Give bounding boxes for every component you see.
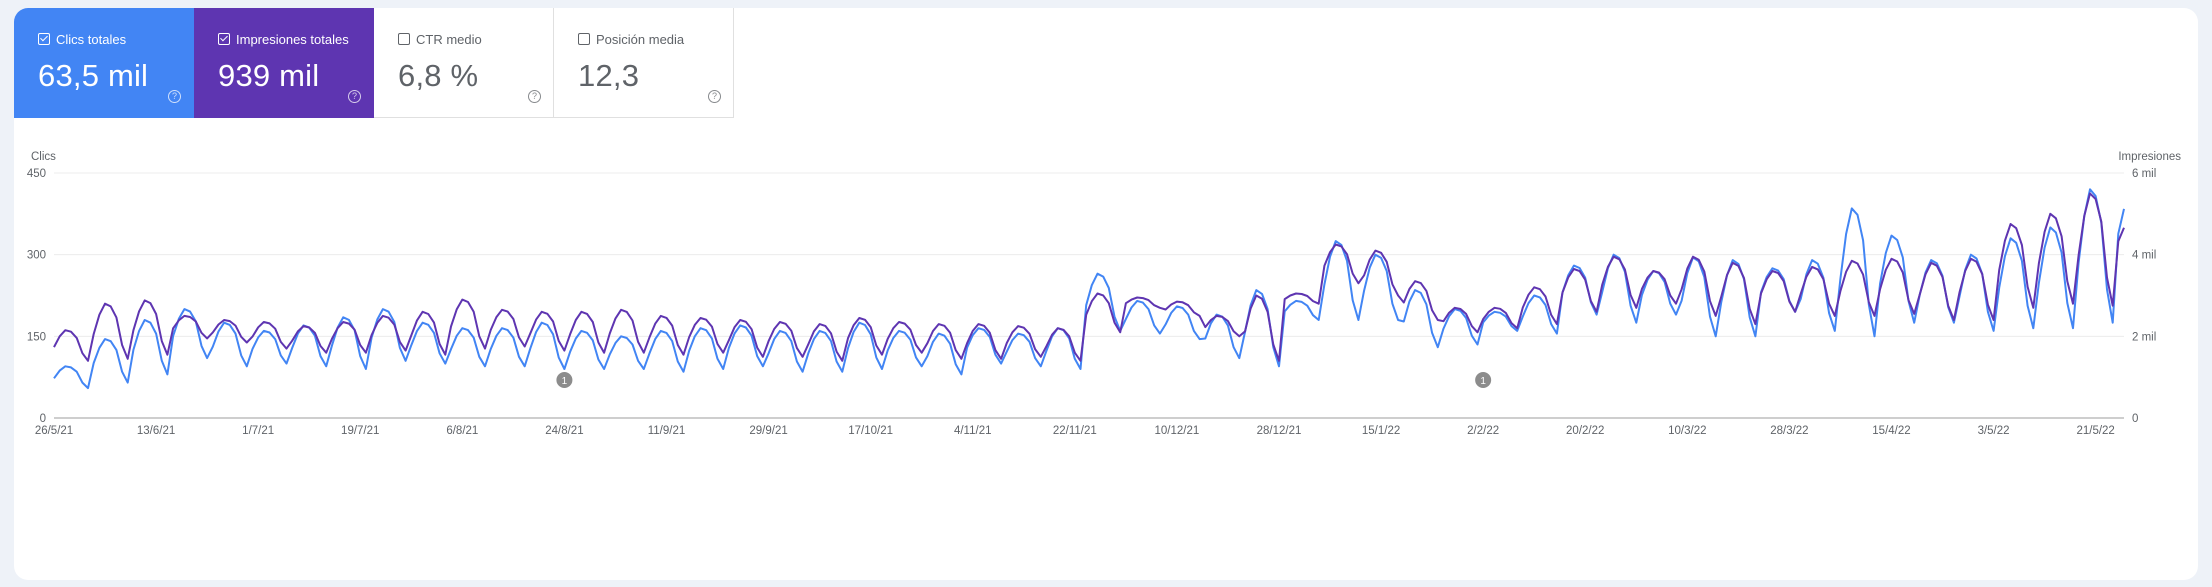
right-tick-label: 6 mil	[2132, 168, 2156, 180]
metric-label: CTR medio	[416, 32, 482, 47]
x-tick-label: 13/6/21	[137, 425, 175, 437]
x-tick-label: 3/5/22	[1978, 425, 2010, 437]
x-tick-label: 24/8/21	[545, 425, 583, 437]
right-tick-label: 4 mil	[2132, 250, 2156, 262]
annotation-label: 1	[562, 376, 568, 387]
x-tick-label: 10/3/22	[1668, 425, 1706, 437]
x-tick-label: 6/8/21	[446, 425, 478, 437]
x-tick-label: 21/5/22	[2076, 425, 2114, 437]
left-tick-label: 150	[27, 331, 46, 343]
x-tick-label: 29/9/21	[749, 425, 787, 437]
right-axis-label: Impresiones	[2118, 151, 2181, 163]
metric-card-clicks[interactable]: Clics totales 63,5 mil	[14, 8, 194, 118]
x-tick-label: 22/11/21	[1053, 425, 1097, 437]
x-tick-label: 28/3/22	[1770, 425, 1808, 437]
help-icon[interactable]	[168, 90, 181, 103]
left-tick-label: 0	[40, 413, 46, 425]
checkbox-checked-icon[interactable]	[218, 33, 230, 45]
metric-value: 63,5 mil	[38, 58, 149, 93]
right-tick-label: 2 mil	[2132, 331, 2156, 343]
x-tick-label: 15/4/22	[1872, 425, 1910, 437]
x-tick-label: 1/7/21	[242, 425, 274, 437]
metric-card-impressions[interactable]: Impresiones totales 939 mil	[194, 8, 374, 118]
left-tick-label: 450	[27, 168, 46, 180]
x-axis-ticks: 26/5/21 13/6/21 1/7/21 19/7/21 6/8/21 24/8/21…	[35, 425, 2115, 437]
metric-value: 6,8 %	[398, 58, 479, 93]
annotation-label: 1	[1480, 376, 1486, 387]
metric-label: Clics totales	[56, 32, 127, 47]
x-tick-label: 4/11/21	[954, 425, 992, 437]
help-icon[interactable]	[348, 90, 361, 103]
x-tick-label: 26/5/21	[35, 425, 73, 437]
chart-grid: 0 150 300 450 0 2 mil 4 mil 6 mil	[27, 168, 2156, 425]
checkbox-unchecked-icon[interactable]	[398, 33, 410, 45]
annotation-marker	[1475, 372, 1492, 388]
help-icon[interactable]	[528, 90, 541, 103]
annotation-marker	[556, 372, 573, 388]
checkbox-unchecked-icon[interactable]	[578, 33, 590, 45]
metric-card-position[interactable]: Posición media 12,3	[554, 8, 734, 118]
left-tick-label: 300	[27, 250, 46, 262]
x-tick-label: 19/7/21	[341, 425, 379, 437]
x-tick-label: 15/1/22	[1362, 425, 1400, 437]
left-axis-label: Clics	[31, 151, 56, 163]
series-line-clics	[53, 188, 2125, 390]
x-tick-label: 28/12/21	[1257, 425, 1302, 437]
x-tick-label: 2/2/22	[1467, 425, 1499, 437]
performance-line-chart: Clics Impresiones 0 150 300 450 0 2 mil 4 mil 6…	[27, 151, 2181, 437]
metric-label: Impresiones totales	[236, 32, 349, 47]
metric-card-ctr[interactable]: CTR medio 6,8 %	[374, 8, 554, 118]
metric-cards: Clics totales 63,5 mil Impresiones total…	[14, 8, 734, 118]
metric-label: Posición media	[596, 32, 685, 47]
metric-value: 939 mil	[218, 58, 320, 93]
chart-series	[53, 188, 2125, 390]
x-tick-label: 20/2/22	[1566, 425, 1604, 437]
checkbox-checked-icon[interactable]	[38, 33, 50, 45]
performance-panel: Clics totales 63,5 mil Impresiones total…	[14, 8, 2198, 580]
x-tick-label: 10/12/21	[1155, 425, 1200, 437]
x-tick-label: 11/9/21	[648, 425, 686, 437]
series-line-impresiones	[53, 192, 2125, 362]
help-icon[interactable]	[708, 90, 721, 103]
x-tick-label: 17/10/21	[848, 425, 893, 437]
right-tick-label: 0	[2132, 413, 2138, 425]
metric-value: 12,3	[578, 58, 640, 93]
